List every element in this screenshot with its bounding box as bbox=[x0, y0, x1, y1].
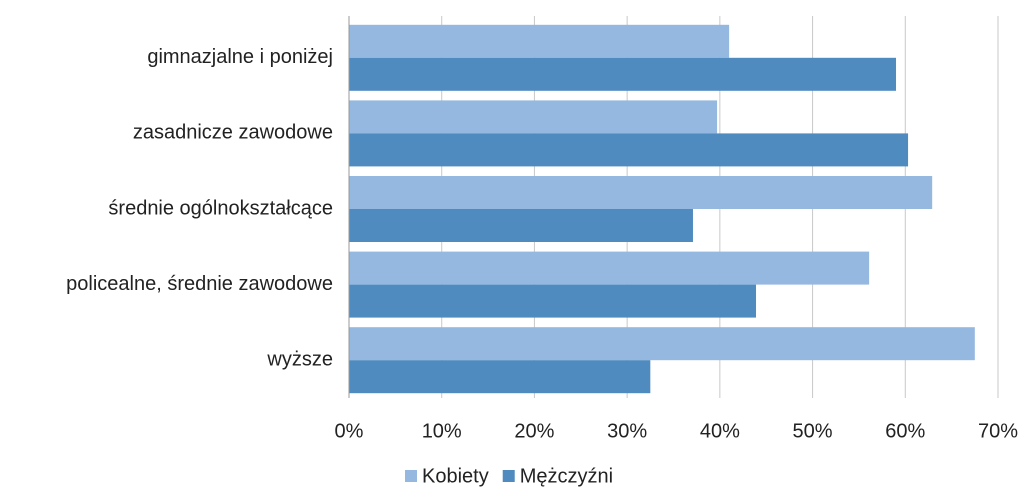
bar bbox=[349, 133, 909, 167]
x-tick-label: 10% bbox=[422, 420, 462, 442]
legend-label: Kobiety bbox=[422, 465, 489, 487]
bar bbox=[349, 57, 897, 91]
legend-swatch bbox=[502, 470, 515, 482]
x-tick-label: 60% bbox=[885, 420, 925, 442]
x-tick-label: 20% bbox=[514, 420, 554, 442]
y-tick-label: zasadnicze zawodowe bbox=[133, 122, 333, 144]
bar bbox=[349, 24, 730, 58]
x-tick-label: 0% bbox=[335, 420, 364, 442]
legend-swatch bbox=[405, 470, 417, 482]
x-tick-label: 70% bbox=[978, 420, 1018, 442]
x-tick-label: 30% bbox=[607, 420, 647, 442]
bar bbox=[349, 360, 651, 394]
bar bbox=[349, 284, 757, 318]
y-tick-label: wyższe bbox=[266, 348, 333, 370]
bar bbox=[349, 176, 933, 209]
y-tick-label: policealne, średnie zawodowe bbox=[66, 273, 333, 295]
legend-label: Mężczyźni bbox=[520, 465, 613, 487]
bar bbox=[349, 100, 718, 134]
y-tick-label: gimnazjalne i poniżej bbox=[147, 46, 333, 68]
bar bbox=[349, 209, 693, 242]
x-tick-label: 40% bbox=[700, 420, 740, 442]
bar bbox=[349, 251, 870, 285]
bar bbox=[349, 327, 975, 361]
x-tick-label: 50% bbox=[793, 420, 833, 442]
y-tick-label: średnie ogólnokształcące bbox=[108, 197, 333, 219]
